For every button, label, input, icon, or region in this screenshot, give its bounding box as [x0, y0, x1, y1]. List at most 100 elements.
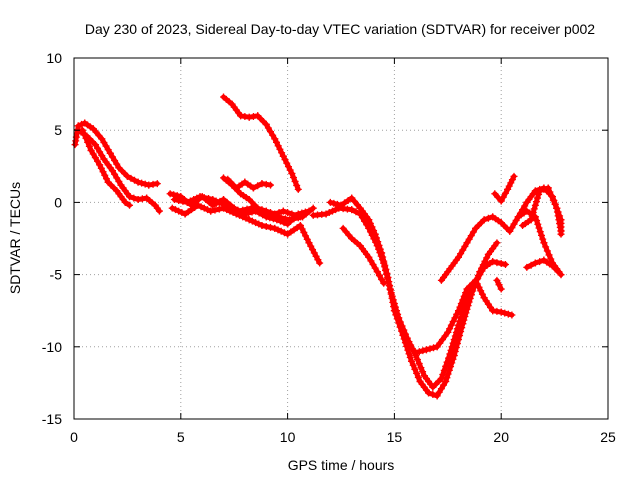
- data-point: [371, 230, 379, 238]
- data-point: [499, 193, 507, 201]
- data-point: [545, 251, 553, 259]
- data-point: [457, 328, 465, 336]
- data-point: [183, 198, 191, 206]
- data-point: [337, 201, 345, 209]
- data-point: [461, 312, 469, 320]
- data-point: [100, 138, 108, 146]
- data-point: [533, 217, 541, 225]
- data-point: [134, 196, 142, 204]
- data-point: [264, 124, 272, 132]
- data-point: [430, 344, 438, 352]
- data-point: [459, 246, 467, 254]
- data-point: [444, 328, 452, 336]
- data-point: [507, 179, 515, 187]
- data-point: [401, 339, 409, 347]
- data-point: [521, 202, 529, 210]
- data-point: [501, 260, 509, 268]
- data-point: [389, 298, 397, 306]
- data-point: [93, 157, 101, 165]
- x-axis-label: GPS time / hours: [288, 457, 395, 473]
- data-point: [444, 370, 452, 378]
- data-point: [379, 253, 387, 261]
- data-point: [456, 303, 464, 311]
- data-point: [294, 185, 302, 193]
- series-trace-1: [71, 119, 161, 189]
- data-point: [436, 339, 444, 347]
- data-point: [386, 286, 394, 294]
- data-point: [228, 204, 236, 212]
- data-point: [111, 170, 119, 178]
- data-point: [454, 336, 462, 344]
- data-point: [542, 243, 550, 251]
- data-point: [415, 348, 423, 356]
- data-point: [387, 290, 395, 298]
- series-trace-11: [326, 194, 501, 400]
- data-point: [243, 205, 251, 213]
- data-point: [370, 227, 378, 235]
- data-point: [248, 217, 256, 225]
- data-point: [551, 200, 559, 208]
- data-point: [292, 211, 300, 219]
- data-point: [497, 260, 505, 268]
- data-point: [536, 258, 544, 266]
- data-point: [197, 203, 205, 211]
- data-point: [451, 314, 459, 322]
- y-tick-label: 5: [54, 122, 62, 138]
- data-point: [102, 142, 110, 150]
- data-point: [451, 347, 459, 355]
- data-point: [222, 201, 230, 209]
- grid: [74, 58, 608, 419]
- data-point: [413, 356, 421, 364]
- data-point: [536, 187, 544, 195]
- data-point: [249, 184, 257, 192]
- data-point: [89, 150, 97, 158]
- data-point: [508, 176, 516, 184]
- data-point: [445, 366, 453, 374]
- data-point: [540, 185, 548, 193]
- data-point: [281, 215, 289, 223]
- data-point: [449, 355, 457, 363]
- data-point: [200, 194, 208, 202]
- data-point: [91, 154, 99, 162]
- data-point: [302, 210, 310, 218]
- data-point: [413, 369, 421, 377]
- data-point: [322, 210, 330, 218]
- data-point: [84, 138, 92, 146]
- series-trace-7: [220, 93, 302, 193]
- data-point: [447, 363, 455, 371]
- data-point: [205, 195, 213, 203]
- data-point: [467, 232, 475, 240]
- data-point: [392, 311, 400, 319]
- data-point: [293, 181, 301, 189]
- data-point: [121, 198, 129, 206]
- data-point: [365, 216, 373, 224]
- data-point: [209, 196, 217, 204]
- data-point: [262, 207, 270, 215]
- data-point: [411, 365, 419, 373]
- data-point: [145, 181, 153, 189]
- data-point: [193, 194, 201, 202]
- series-trace-15: [491, 172, 518, 205]
- data-point: [489, 307, 497, 315]
- y-tick-label: 10: [46, 50, 62, 66]
- data-point: [549, 196, 557, 204]
- data-point: [366, 219, 374, 227]
- data-point: [381, 261, 389, 269]
- data-point: [460, 292, 468, 300]
- data-point: [493, 239, 501, 247]
- data-point: [548, 192, 556, 200]
- data-point: [422, 346, 430, 354]
- series-trace-17: [519, 184, 565, 235]
- data-point: [462, 309, 470, 317]
- data-point: [289, 173, 297, 181]
- data-point: [179, 197, 187, 205]
- data-point: [126, 201, 134, 209]
- data-point: [460, 316, 468, 324]
- data-point: [267, 209, 275, 217]
- data-point: [196, 193, 204, 201]
- data-point: [286, 216, 294, 224]
- data-point: [435, 388, 443, 396]
- x-tick-label: 10: [280, 429, 296, 445]
- data-point: [497, 308, 505, 316]
